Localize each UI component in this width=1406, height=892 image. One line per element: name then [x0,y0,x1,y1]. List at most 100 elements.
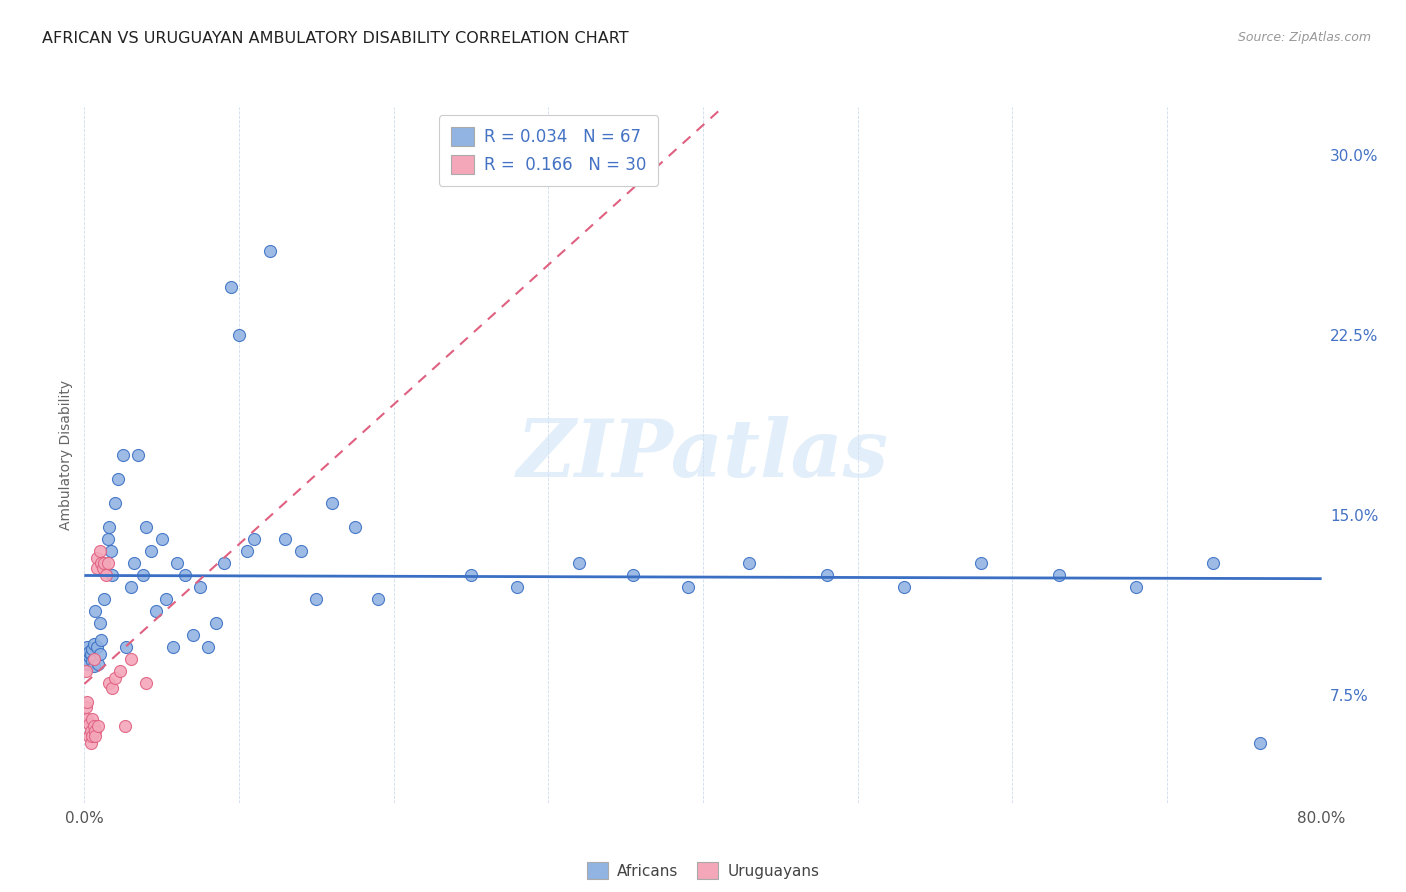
Point [162,640,184,654]
Point [79,736,101,750]
Point [82,712,104,726]
Point [166,556,188,570]
Point [83,652,105,666]
Point [132,567,155,582]
Point [112,448,135,462]
Point [107,472,129,486]
Point [344,520,367,534]
Point [188,580,212,594]
Point [93,556,115,570]
Point [84,729,107,743]
Point [94,567,117,582]
Point [108,664,131,678]
Point [290,544,312,558]
Point [89,647,111,661]
Point [79,647,101,661]
Point [82,729,104,743]
Point [87,719,110,733]
Point [75,652,97,666]
Point [181,628,204,642]
Point [150,532,173,546]
Point [970,556,993,570]
Point [155,591,177,606]
Point [104,671,127,685]
Point [197,640,219,654]
Point [86,551,108,566]
Point [367,591,389,606]
Point [98,676,121,690]
Point [83,637,105,651]
Text: Source: ZipAtlas.com: Source: ZipAtlas.com [1237,31,1371,45]
Point [90,632,112,647]
Point [93,591,115,606]
Point [101,567,124,582]
Point [75,699,97,714]
Point [274,532,297,546]
Point [145,604,167,618]
Point [205,615,228,630]
Point [77,716,100,731]
Point [128,448,150,462]
Point [506,580,529,594]
Point [815,567,838,582]
Point [77,729,100,743]
Point [1249,736,1271,750]
Point [135,520,157,534]
Point [76,695,98,709]
Point [76,640,98,654]
Text: AFRICAN VS URUGUAYAN AMBULATORY DISABILITY CORRELATION CHART: AFRICAN VS URUGUAYAN AMBULATORY DISABILI… [42,31,628,46]
Point [122,556,145,570]
Point [221,280,243,294]
Point [82,642,104,657]
Point [114,719,136,733]
Point [89,615,111,630]
Point [75,664,97,678]
Point [259,244,281,258]
Point [135,676,157,690]
Point [100,544,122,558]
Point [90,556,112,570]
Point [1202,556,1225,570]
Point [460,567,482,582]
Point [120,580,142,594]
Point [676,580,699,594]
Point [139,544,162,558]
Point [893,580,915,594]
Point [87,657,110,671]
Point [91,560,114,574]
Point [623,567,645,582]
Point [243,532,266,546]
Point [79,723,101,738]
Point [84,723,107,738]
Point [83,659,105,673]
Point [120,652,142,666]
Point [305,591,328,606]
Point [77,645,100,659]
Y-axis label: Ambulatory Disability: Ambulatory Disability [59,380,73,530]
Point [84,604,107,618]
Point [212,556,235,570]
Point [89,544,111,558]
Point [568,556,591,570]
Text: ZIPatlas: ZIPatlas [517,417,889,493]
Point [86,640,108,654]
Point [174,567,197,582]
Point [1047,567,1070,582]
Point [98,520,121,534]
Point [97,556,120,570]
Point [76,657,98,671]
Point [82,654,104,668]
Point [104,496,127,510]
Point [76,712,98,726]
Point [1125,580,1147,594]
Point [77,649,100,664]
Point [321,496,343,510]
Point [738,556,761,570]
Point [97,532,120,546]
Point [236,544,259,558]
Point [228,328,250,343]
Point [91,556,114,570]
Point [83,719,105,733]
Point [101,681,124,695]
Point [86,560,108,574]
